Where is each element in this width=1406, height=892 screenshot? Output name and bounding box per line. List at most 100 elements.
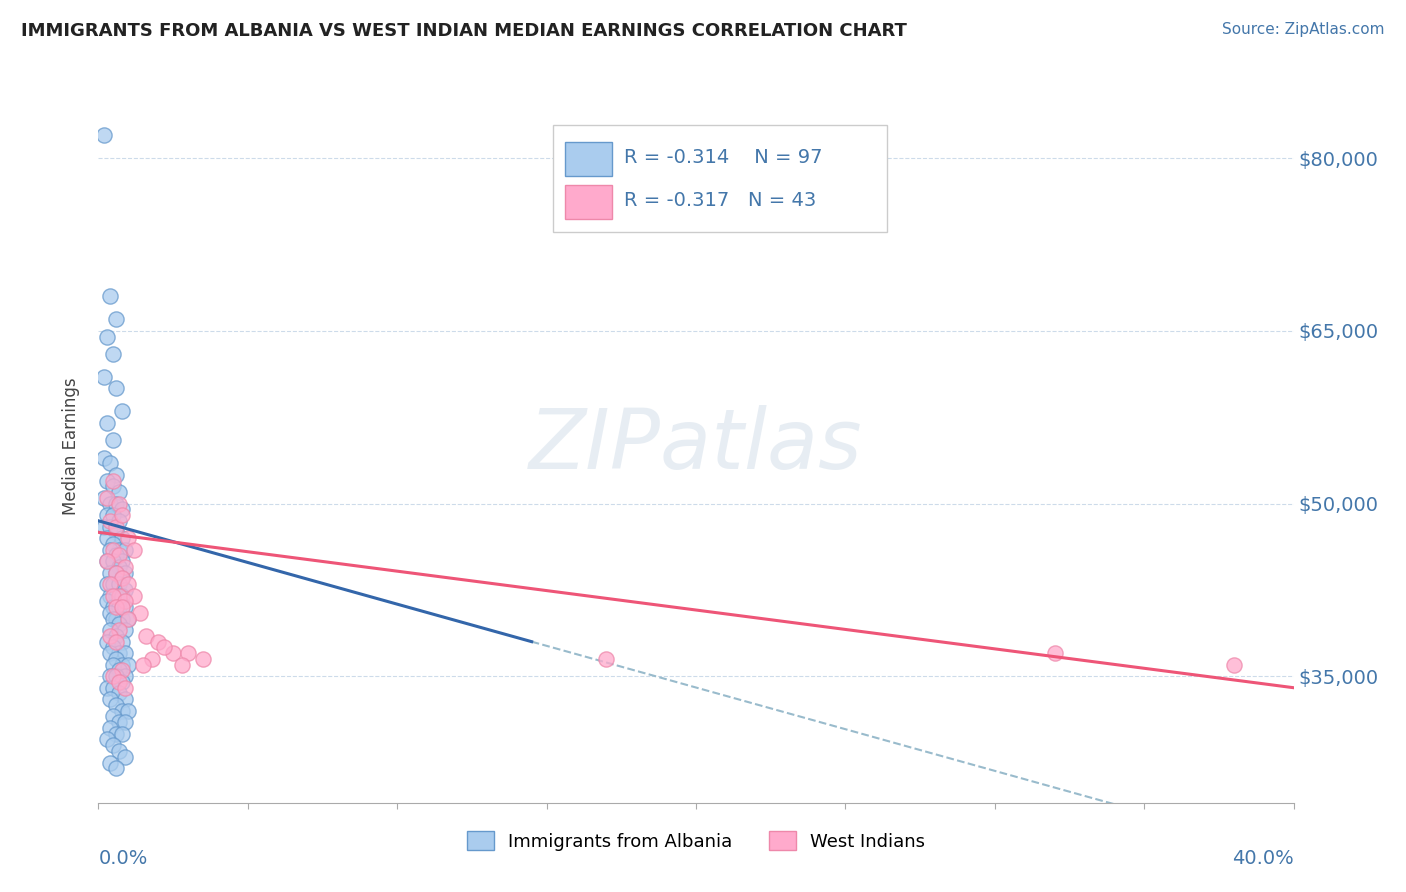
- Point: [105, 612, 128, 626]
- Point: [93, 491, 115, 505]
- Point: [114, 594, 136, 608]
- Point: [105, 525, 128, 540]
- Point: [111, 571, 134, 585]
- Point: [132, 657, 155, 672]
- Point: [111, 704, 134, 718]
- Point: [98, 289, 122, 303]
- Point: [96, 329, 118, 343]
- Point: [103, 434, 125, 448]
- FancyBboxPatch shape: [565, 142, 613, 177]
- Point: [103, 479, 125, 493]
- Point: [108, 686, 131, 700]
- Point: [93, 450, 115, 465]
- Point: [153, 640, 176, 655]
- Point: [98, 519, 122, 533]
- Text: 0.0%: 0.0%: [98, 849, 148, 868]
- Point: [103, 347, 125, 361]
- Point: [114, 692, 136, 706]
- Point: [111, 571, 134, 585]
- Point: [96, 554, 118, 568]
- Point: [103, 657, 125, 672]
- Point: [114, 715, 136, 730]
- Point: [103, 738, 125, 752]
- Point: [98, 623, 122, 637]
- Point: [148, 634, 170, 648]
- Point: [96, 474, 118, 488]
- Point: [93, 128, 115, 143]
- Point: [117, 657, 139, 672]
- Point: [105, 497, 128, 511]
- Point: [1223, 657, 1246, 672]
- Point: [114, 542, 136, 557]
- Point: [117, 704, 139, 718]
- Point: [117, 577, 139, 591]
- Point: [105, 652, 128, 666]
- Point: [117, 612, 139, 626]
- Point: [108, 617, 131, 632]
- Point: [98, 589, 122, 603]
- Point: [114, 623, 136, 637]
- Point: [111, 554, 134, 568]
- Point: [103, 542, 125, 557]
- Point: [111, 634, 134, 648]
- Point: [96, 681, 118, 695]
- Point: [117, 612, 139, 626]
- Point: [111, 657, 134, 672]
- Point: [105, 312, 128, 326]
- Point: [108, 664, 131, 678]
- Point: [93, 370, 115, 384]
- Point: [96, 732, 118, 747]
- Text: R = -0.317   N = 43: R = -0.317 N = 43: [624, 191, 817, 210]
- Point: [98, 514, 122, 528]
- Point: [105, 589, 128, 603]
- Point: [96, 508, 118, 522]
- Point: [98, 646, 122, 660]
- Point: [111, 675, 134, 690]
- Text: 40.0%: 40.0%: [1232, 849, 1294, 868]
- Point: [135, 629, 157, 643]
- Point: [98, 606, 122, 620]
- Point: [96, 416, 118, 430]
- Point: [114, 646, 136, 660]
- Point: [124, 542, 146, 557]
- Point: [108, 715, 131, 730]
- Point: [105, 698, 128, 712]
- Point: [103, 537, 125, 551]
- Point: [191, 652, 214, 666]
- Point: [172, 657, 194, 672]
- Point: [111, 589, 134, 603]
- Point: [98, 456, 122, 470]
- Point: [103, 508, 125, 522]
- Point: [141, 652, 163, 666]
- Point: [111, 404, 134, 418]
- Point: [98, 756, 122, 770]
- Text: IMMIGRANTS FROM ALBANIA VS WEST INDIAN MEDIAN EARNINGS CORRELATION CHART: IMMIGRANTS FROM ALBANIA VS WEST INDIAN M…: [21, 22, 907, 40]
- Point: [98, 566, 122, 580]
- Point: [105, 600, 128, 615]
- Point: [108, 485, 131, 500]
- Point: [117, 531, 139, 545]
- Point: [111, 531, 134, 545]
- Point: [114, 582, 136, 597]
- Point: [108, 497, 131, 511]
- Text: Source: ZipAtlas.com: Source: ZipAtlas.com: [1222, 22, 1385, 37]
- Point: [96, 594, 118, 608]
- Point: [105, 381, 128, 395]
- Point: [105, 629, 128, 643]
- Point: [105, 519, 128, 533]
- Point: [108, 744, 131, 758]
- Point: [98, 577, 122, 591]
- Legend: Immigrants from Albania, West Indians: Immigrants from Albania, West Indians: [460, 824, 932, 858]
- Point: [108, 514, 131, 528]
- Point: [103, 681, 125, 695]
- Point: [114, 600, 136, 615]
- Point: [98, 497, 122, 511]
- Point: [98, 542, 122, 557]
- Point: [105, 669, 128, 683]
- Point: [108, 577, 131, 591]
- Point: [111, 612, 134, 626]
- Point: [111, 508, 134, 522]
- FancyBboxPatch shape: [565, 185, 613, 219]
- Point: [103, 612, 125, 626]
- Point: [114, 566, 136, 580]
